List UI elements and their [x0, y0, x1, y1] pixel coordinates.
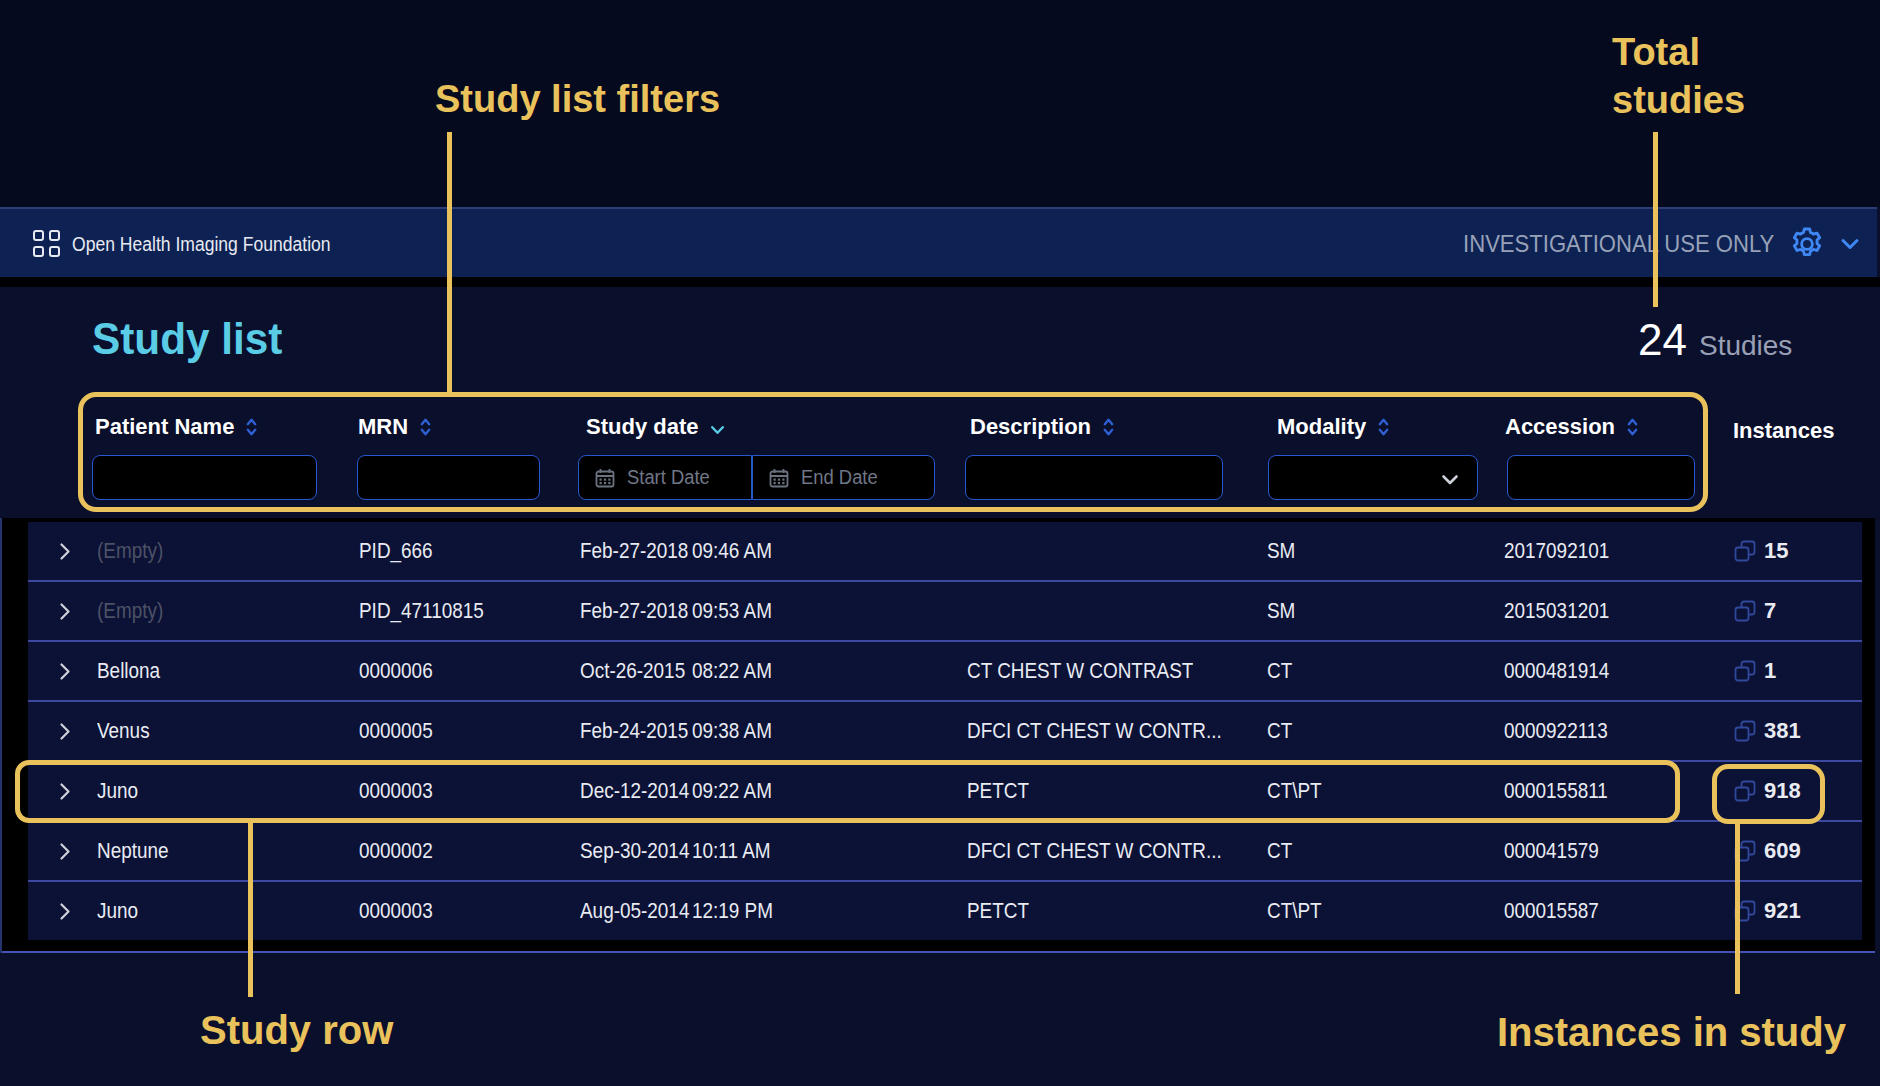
mrn-cell: 0000003 — [359, 882, 433, 940]
instances-icon — [1733, 582, 1757, 640]
study-time-cell: 09:53 AM — [692, 582, 772, 640]
annotation-rect-filters — [78, 392, 1708, 512]
modality-cell: CT — [1267, 702, 1292, 760]
patient-name-cell: (Empty) — [97, 582, 163, 640]
mrn-cell: 0000005 — [359, 702, 433, 760]
patient-name-cell: Bellona — [97, 642, 160, 700]
total-studies-count: 24 — [1638, 315, 1687, 365]
study-list-table: (Empty) PID_666 Feb-27-2018 09:46 AM SM … — [0, 518, 1875, 953]
patient-name-cell: (Empty) — [97, 522, 163, 580]
accession-cell: 000041579 — [1504, 822, 1599, 880]
annotation-line-filters — [447, 132, 452, 392]
description-cell: CT CHEST W CONTRAST — [967, 642, 1193, 700]
study-date-cell: Sep-30-2014 — [580, 822, 689, 880]
modality-cell: CT — [1267, 642, 1292, 700]
instances-icon — [1733, 522, 1757, 580]
patient-name-cell: Juno — [97, 882, 138, 940]
chevron-right-icon[interactable] — [59, 582, 71, 640]
instances-count-cell: 921 — [1764, 882, 1801, 940]
study-row[interactable]: Juno 0000003 Aug-05-2014 12:19 PM PETCT … — [28, 882, 1862, 940]
study-row[interactable]: (Empty) PID_666 Feb-27-2018 09:46 AM SM … — [28, 522, 1862, 580]
modality-cell: SM — [1267, 522, 1295, 580]
modality-cell: CT — [1267, 822, 1292, 880]
description-cell: DFCI CT CHEST W CONTR... — [967, 822, 1222, 880]
investigational-use-label: INVESTIGATIONAL USE ONLY — [1463, 230, 1774, 258]
study-time-cell: 12:19 PM — [692, 882, 773, 940]
annotation-line-instances — [1735, 824, 1740, 994]
top-app-bar: Open Health Imaging Foundation INVESTIGA… — [0, 207, 1877, 277]
annotation-total-studies: Totalstudies — [1612, 28, 1745, 124]
study-date-cell: Feb-27-2018 — [580, 522, 688, 580]
study-date-cell: Oct-26-2015 — [580, 642, 685, 700]
instances-icon — [1733, 642, 1757, 700]
study-time-cell: 10:11 AM — [692, 822, 771, 880]
instances-count-cell: 381 — [1764, 702, 1801, 760]
instances-icon — [1733, 702, 1757, 760]
study-time-cell: 08:22 AM — [692, 642, 772, 700]
chevron-right-icon[interactable] — [59, 822, 71, 880]
annotation-line-study-row — [248, 823, 253, 997]
study-row[interactable]: Neptune 0000002 Sep-30-2014 10:11 AM DFC… — [28, 822, 1862, 880]
patient-name-cell: Venus — [97, 702, 150, 760]
patient-name-cell: Neptune — [97, 822, 169, 880]
instances-count-cell: 7 — [1764, 582, 1776, 640]
chevron-right-icon[interactable] — [59, 702, 71, 760]
instances-count-cell: 609 — [1764, 822, 1801, 880]
annotation-line-total — [1653, 132, 1658, 307]
mrn-cell: 0000006 — [359, 642, 433, 700]
study-time-cell: 09:46 AM — [692, 522, 772, 580]
modality-cell: SM — [1267, 582, 1295, 640]
chevron-down-icon[interactable] — [1840, 237, 1860, 251]
instances-column-header: Instances — [1733, 418, 1835, 444]
mrn-cell: PID_666 — [359, 522, 433, 580]
ohif-logo-icon[interactable] — [33, 230, 60, 257]
study-date-cell: Aug-05-2014 — [580, 882, 689, 940]
accession-cell: 0000481914 — [1504, 642, 1609, 700]
accession-cell: 2017092101 — [1504, 522, 1609, 580]
ohif-app: Open Health Imaging Foundation INVESTIGA… — [0, 207, 1880, 1086]
annotation-study-list-filters: Study list filters — [435, 78, 720, 121]
chevron-right-icon[interactable] — [59, 642, 71, 700]
modality-cell: CT\PT — [1267, 882, 1322, 940]
brand-title: Open Health Imaging Foundation — [72, 209, 359, 279]
study-row[interactable]: Bellona 0000006 Oct-26-2015 08:22 AM CT … — [28, 642, 1862, 700]
annotation-study-row: Study row — [200, 1008, 393, 1053]
instances-count-cell: 1 — [1764, 642, 1776, 700]
study-date-cell: Feb-24-2015 — [580, 702, 688, 760]
page-title: Study list — [92, 313, 282, 365]
total-studies-suffix: Studies — [1699, 330, 1792, 362]
study-time-cell: 09:38 AM — [692, 702, 772, 760]
chevron-right-icon[interactable] — [59, 882, 71, 940]
accession-cell: 2015031201 — [1504, 582, 1609, 640]
description-cell: DFCI CT CHEST W CONTR... — [967, 702, 1222, 760]
study-row[interactable]: (Empty) PID_47110815 Feb-27-2018 09:53 A… — [28, 582, 1862, 640]
accession-cell: 000015587 — [1504, 882, 1599, 940]
accession-cell: 0000922113 — [1504, 702, 1608, 760]
study-date-cell: Feb-27-2018 — [580, 582, 688, 640]
annotation-rect-instances — [1712, 764, 1825, 824]
chevron-right-icon[interactable] — [59, 522, 71, 580]
description-cell: PETCT — [967, 882, 1029, 940]
annotation-instances-in-study: Instances in study — [1497, 1010, 1846, 1055]
divider — [0, 277, 1880, 287]
mrn-cell: PID_47110815 — [359, 582, 484, 640]
instances-count-cell: 15 — [1764, 522, 1788, 580]
annotation-rect-study-row — [15, 760, 1680, 823]
gear-icon[interactable] — [1788, 225, 1826, 263]
mrn-cell: 0000002 — [359, 822, 433, 880]
study-row[interactable]: Venus 0000005 Feb-24-2015 09:38 AM DFCI … — [28, 702, 1862, 760]
